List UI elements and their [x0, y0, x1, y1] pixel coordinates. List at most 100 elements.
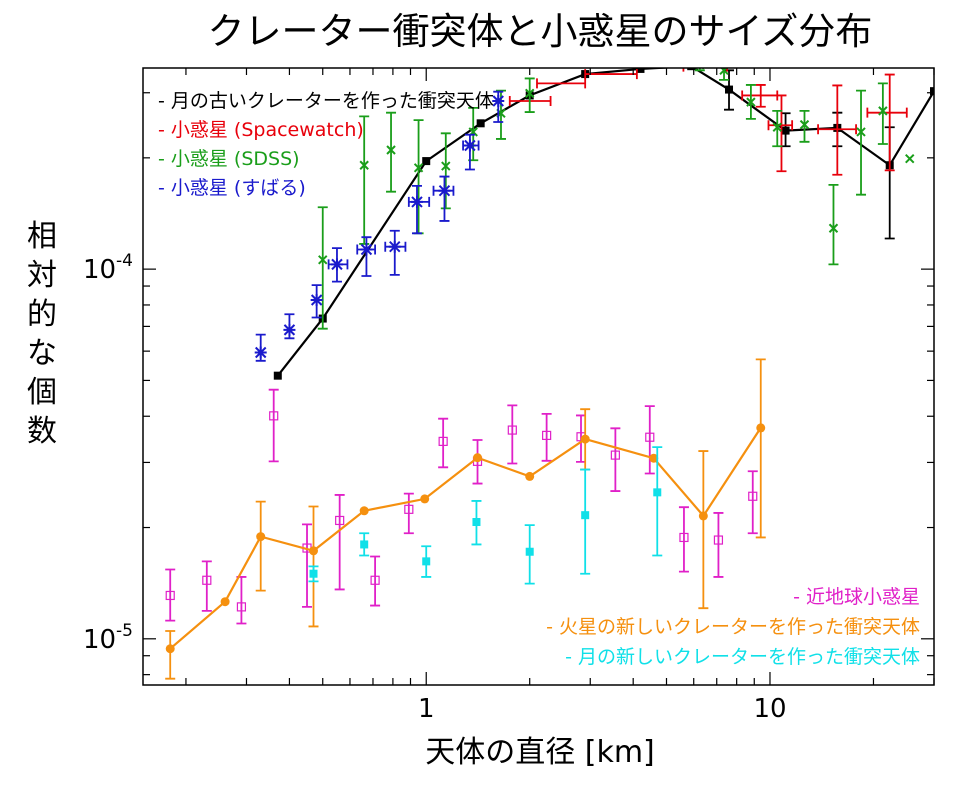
data-point [463, 139, 476, 152]
error-bar [698, 450, 709, 610]
data-point [525, 88, 535, 98]
y-axis-label-char: 数 [27, 414, 57, 449]
error-bar [678, 506, 689, 573]
data-point [653, 488, 662, 497]
data-point [580, 434, 590, 444]
data-point [679, 532, 689, 543]
data-point [359, 160, 369, 170]
data-point [719, 68, 729, 76]
data-point [309, 569, 318, 578]
error-bar [652, 446, 663, 557]
data-point [202, 575, 212, 585]
data-point [472, 518, 481, 527]
data-point [713, 535, 724, 545]
error-bar [411, 184, 422, 235]
data-point [283, 323, 296, 336]
error-bar [255, 500, 266, 592]
data-point [542, 430, 552, 441]
legend-entry-sdss: - 小惑星 (SDSS) [158, 148, 300, 170]
error-bar [317, 206, 328, 330]
error-bar [438, 417, 449, 469]
data-point [878, 106, 888, 116]
series-mars [165, 358, 766, 680]
legend-entry-old_moon: - 月の古いクレーターを作った衝突天体 [158, 90, 494, 112]
legend-bottom: - 近地球小惑星 - 火星の新しいクレーターを作った衝突天体 - 月の新しいクレータ… [546, 586, 920, 668]
error-bar [440, 132, 451, 210]
error-bar [370, 555, 381, 607]
error-bar [302, 523, 313, 608]
error-bar-x [536, 78, 587, 89]
error-bar [524, 77, 535, 113]
data-point [310, 294, 323, 307]
y-axis-label: 相 対 的 な 個 数 [27, 219, 57, 449]
error-bar-x [584, 69, 638, 80]
series-spacewatch [508, 68, 908, 176]
error-bar [877, 82, 888, 145]
data-point [236, 602, 247, 612]
legend-entry-spacewatch: - 小惑星 (Spacewatch) [158, 119, 364, 141]
data-point [388, 240, 401, 253]
error-bar [644, 405, 655, 475]
y-axis-label-char: 相 [27, 219, 57, 254]
data-point [930, 87, 934, 96]
error-bar [439, 175, 450, 222]
error-bar [201, 560, 212, 612]
error-bar [268, 388, 279, 463]
error-bar [386, 111, 397, 193]
error-bar-x [817, 124, 857, 135]
data-point [756, 423, 766, 433]
chart-title: クレーター衝突体と小惑星のサイズ分布 [208, 10, 873, 53]
data-point [165, 590, 175, 601]
data-point [273, 371, 282, 380]
data-point [476, 119, 485, 128]
error-bar [165, 630, 176, 680]
data-point [330, 258, 343, 271]
data-point [370, 575, 380, 585]
data-point [165, 644, 175, 654]
error-bar [828, 183, 839, 266]
data-point [905, 153, 915, 164]
data-point [220, 597, 230, 607]
error-bar [884, 73, 895, 172]
error-bar [799, 109, 810, 143]
data-point [525, 547, 534, 556]
y-axis-label-char: な [27, 336, 57, 371]
data-point [438, 184, 451, 197]
data-point [645, 432, 655, 442]
error-bar [334, 494, 345, 591]
data-point [636, 68, 645, 73]
data-point [698, 511, 708, 521]
error-bar-x [682, 68, 728, 72]
data-point [525, 471, 535, 481]
x-tick-label: 1 [418, 694, 435, 724]
error-bar [580, 468, 591, 575]
data-point [856, 127, 866, 137]
y-axis-label-char: 個 [27, 375, 57, 410]
legend-entry-subaru: - 小惑星 (すばる) [158, 177, 306, 199]
data-point [413, 163, 424, 173]
error-bar [632, 56, 642, 65]
data-point [828, 223, 839, 233]
data-point [269, 411, 279, 421]
y-tick-label: 10-4 [83, 251, 133, 285]
data-point [420, 494, 430, 504]
y-axis-label-char: 的 [27, 297, 57, 332]
error-bar [359, 115, 370, 245]
legend-entry-new_moon: - 月の新しいクレーターを作った衝突天体 [565, 646, 920, 668]
data-point [633, 56, 641, 64]
data-point [649, 453, 659, 463]
data-point [748, 491, 758, 501]
data-point [610, 450, 620, 460]
error-bar [236, 576, 247, 625]
data-point [581, 511, 590, 520]
data-point [746, 97, 756, 107]
error-bar [856, 89, 867, 196]
x-axis-label: 天体の直径 [km] [425, 735, 655, 770]
data-point [359, 506, 369, 516]
y-axis-label-char: 対 [27, 258, 57, 293]
plot-frame [142, 67, 935, 686]
data-point [360, 540, 369, 549]
data-point [386, 145, 396, 155]
series-neo [165, 388, 758, 625]
